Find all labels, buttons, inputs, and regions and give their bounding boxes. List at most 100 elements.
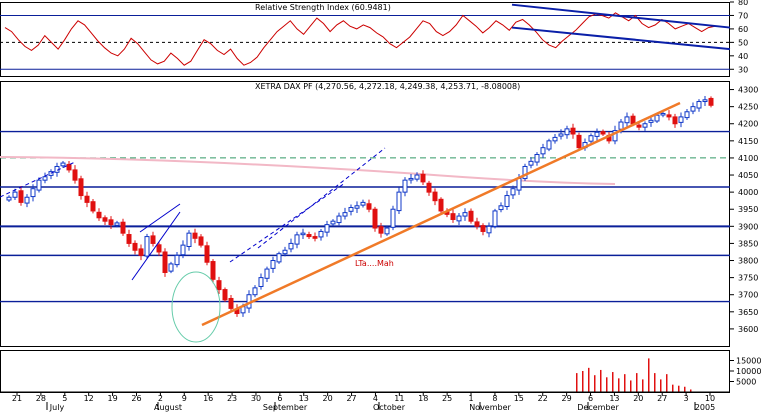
rsi-line — [4, 12, 716, 66]
candle-up — [516, 177, 522, 191]
x-tick-label: 10 — [705, 394, 715, 403]
candle-up — [486, 225, 492, 234]
volume-bar — [576, 373, 578, 392]
rsi-tick-label: 80 — [738, 0, 748, 7]
candle-down — [672, 116, 678, 125]
candle-up — [654, 114, 660, 122]
candle-up — [174, 254, 180, 266]
rsi-tick-label: 70 — [738, 11, 748, 20]
candle-up — [522, 165, 528, 179]
candle-up — [408, 177, 414, 181]
candle-down — [468, 210, 474, 222]
volume-tick-label: 10000 — [736, 367, 761, 376]
candle-up — [648, 119, 654, 123]
candle-up — [270, 260, 276, 269]
september-channel-upper — [257, 147, 386, 249]
candle-down — [666, 114, 672, 118]
candle-up — [552, 136, 558, 142]
volume-bar — [588, 367, 590, 392]
candle-up — [342, 212, 348, 217]
candle-down — [426, 182, 432, 193]
x-tick-label: 16 — [203, 394, 213, 403]
candle-down — [312, 236, 318, 239]
rsi-title: Relative Strength Index (60.9481) — [255, 3, 391, 12]
x-tick-label: 9 — [182, 394, 187, 403]
candle-up — [558, 133, 564, 137]
panel-frame-1 — [0, 81, 730, 347]
candle-down — [228, 297, 234, 309]
x-month-label: August — [154, 403, 182, 412]
candle-up — [252, 287, 258, 296]
volume-bar — [666, 374, 668, 392]
candle-up — [396, 191, 402, 212]
candle-up — [546, 140, 552, 150]
volume-bar — [630, 380, 632, 392]
x-tick-label: 23 — [227, 394, 237, 403]
candle-up — [360, 201, 366, 206]
price-tick-label: 3800 — [738, 257, 758, 266]
candle-up — [264, 268, 270, 279]
x-tick-label: 4 — [373, 394, 378, 403]
pink-average-line — [0, 156, 616, 185]
triangle-line-upper — [139, 203, 181, 233]
candle-down — [432, 191, 438, 202]
candle-down — [450, 213, 456, 220]
candle-up — [6, 196, 12, 201]
candle-down — [222, 289, 228, 301]
candle-up — [12, 191, 18, 198]
candle-up — [114, 222, 120, 226]
low-highlight-ellipse — [171, 271, 221, 343]
candle-down — [600, 131, 606, 135]
volume-bar — [606, 377, 608, 392]
candle-up — [294, 234, 300, 245]
candle-down — [132, 242, 138, 251]
candle-down — [438, 198, 444, 212]
candle-up — [492, 210, 498, 227]
candle-up — [594, 131, 600, 137]
candle-up — [318, 230, 324, 238]
candle-up — [180, 244, 186, 256]
x-tick-label: 26 — [131, 394, 141, 403]
candle-up — [276, 253, 282, 263]
price-tick-label: 4000 — [738, 188, 758, 197]
candle-down — [216, 280, 222, 291]
candle-up — [540, 147, 546, 155]
price-tick-label: 3700 — [738, 291, 758, 300]
candle-up — [588, 135, 594, 142]
candle-down — [378, 226, 384, 234]
candle-down — [192, 232, 198, 239]
volume-bar — [600, 369, 602, 392]
candle-down — [126, 234, 132, 244]
volume-bar — [582, 371, 584, 392]
x-tick-label: 29 — [562, 394, 572, 403]
x-month-label: July — [49, 403, 65, 412]
annotation-label: LTa....Mah — [355, 259, 394, 268]
x-tick-label: 20 — [633, 394, 643, 403]
candle-up — [414, 174, 420, 180]
candle-up — [300, 232, 306, 236]
price-tick-label: 3600 — [738, 325, 758, 334]
x-tick-label: 27 — [657, 394, 667, 403]
candle-up — [36, 179, 42, 191]
volume-tick-label: 15000 — [736, 357, 761, 366]
candle-up — [324, 224, 330, 233]
orange-uptrend-line — [201, 101, 681, 327]
candle-down — [108, 219, 114, 226]
x-tick-label: 3 — [684, 394, 689, 403]
candle-down — [156, 244, 162, 253]
candle-up — [168, 263, 174, 272]
candle-down — [84, 195, 90, 203]
candle-up — [702, 99, 708, 103]
candle-up — [354, 205, 360, 209]
candle-down — [306, 234, 312, 238]
volume-bar — [624, 374, 626, 392]
candle-up — [60, 162, 66, 167]
candle-down — [78, 178, 84, 197]
candle-down — [630, 115, 636, 125]
price-tick-label: 4150 — [738, 137, 758, 146]
rsi-channel-lower — [511, 26, 731, 51]
price-tick-label: 4100 — [738, 154, 758, 163]
candle-up — [678, 116, 684, 123]
price-tick-label: 4200 — [738, 120, 758, 129]
x-tick-label: 2 — [158, 394, 163, 403]
